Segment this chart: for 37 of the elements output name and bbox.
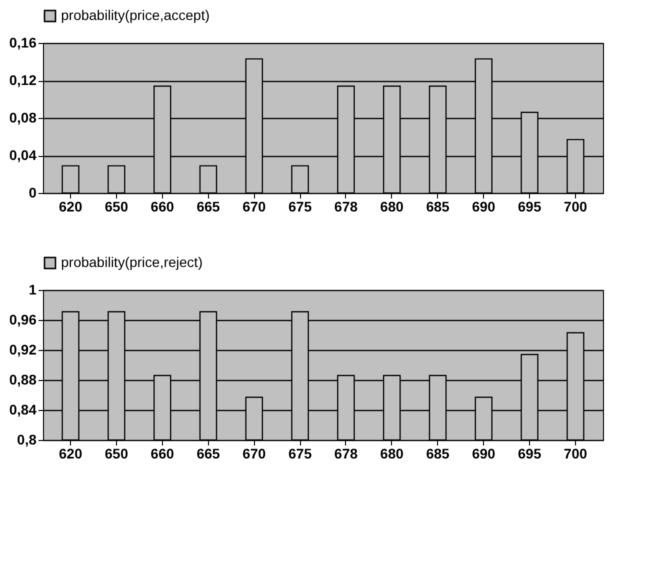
x-tick-label: 650 bbox=[104, 446, 128, 462]
legend-label: probability(price,reject) bbox=[61, 254, 203, 270]
x-tick-label: 670 bbox=[242, 198, 266, 214]
y-tick-label: 0,84 bbox=[9, 402, 37, 418]
x-tick-label: 675 bbox=[288, 198, 312, 214]
y-tick-label: 0,96 bbox=[9, 312, 37, 328]
x-tick-label: 685 bbox=[426, 446, 450, 462]
x-tick-label: 650 bbox=[104, 198, 128, 214]
y-tick-label: 0,08 bbox=[9, 110, 37, 126]
x-tick-label: 660 bbox=[150, 198, 174, 214]
y-tick-label: 0,88 bbox=[9, 372, 37, 388]
x-tick-label: 665 bbox=[196, 198, 220, 214]
x-tick-label: 620 bbox=[58, 446, 82, 462]
x-tick-label: 695 bbox=[518, 446, 542, 462]
x-tick-label: 690 bbox=[472, 446, 496, 462]
x-tick-label: 678 bbox=[334, 198, 358, 214]
y-tick-label: 0,12 bbox=[9, 72, 37, 88]
y-tick-label: 0,8 bbox=[17, 432, 37, 448]
x-tick-label: 690 bbox=[472, 198, 496, 214]
x-tick-label: 675 bbox=[288, 446, 312, 462]
x-tick-label: 680 bbox=[380, 446, 404, 462]
legend-label: probability(price,accept) bbox=[61, 7, 210, 23]
x-tick-label: 680 bbox=[380, 198, 404, 214]
x-tick-label: 695 bbox=[518, 198, 542, 214]
x-tick-label: 700 bbox=[564, 446, 588, 462]
y-tick-label: 1 bbox=[28, 282, 37, 298]
y-tick-label: 0,92 bbox=[9, 342, 37, 358]
x-tick-label: 660 bbox=[150, 446, 174, 462]
x-tick-label: 700 bbox=[564, 198, 588, 214]
x-tick-label: 620 bbox=[58, 198, 82, 214]
y-tick-label: 0,04 bbox=[9, 147, 37, 163]
x-tick-label: 670 bbox=[242, 446, 266, 462]
x-tick-label: 665 bbox=[196, 446, 220, 462]
x-tick-label: 685 bbox=[426, 198, 450, 214]
y-tick-label: 0 bbox=[28, 184, 37, 200]
y-tick-label: 0,16 bbox=[9, 34, 37, 50]
x-tick-label: 678 bbox=[334, 446, 358, 462]
